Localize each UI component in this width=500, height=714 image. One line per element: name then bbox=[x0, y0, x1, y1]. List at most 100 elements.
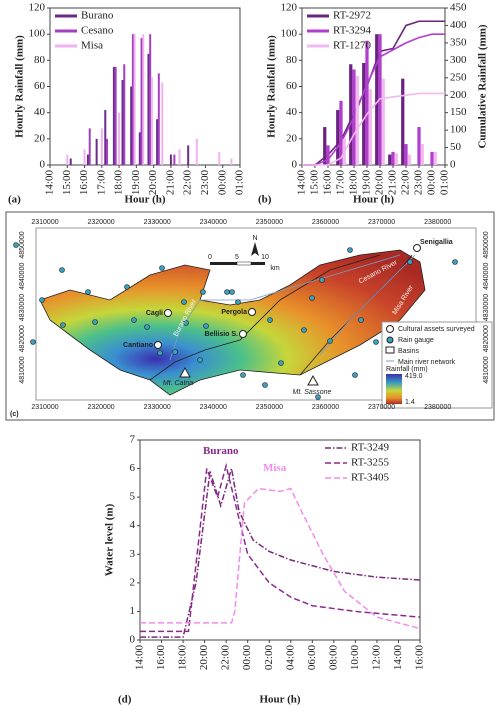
rain-gauge bbox=[407, 259, 413, 265]
map-panel: (c) 2310000 2310000 2320000 2320000 2330000 23… bbox=[5, 211, 495, 421]
y-tick-label: 1 bbox=[130, 605, 136, 617]
y-tick-label: 20 bbox=[286, 132, 298, 144]
x-tick-label: 14:00 bbox=[296, 170, 308, 196]
bar bbox=[195, 138, 198, 165]
bar bbox=[133, 34, 136, 165]
bar bbox=[339, 100, 343, 165]
place-label: Pergola bbox=[221, 309, 247, 316]
rain-gauge bbox=[278, 360, 284, 366]
peak-label: Mt. Sassone bbox=[293, 389, 332, 396]
legend-label: RT-3255 bbox=[351, 457, 390, 469]
legend-symbol bbox=[386, 336, 394, 344]
map-coord: 4840000 bbox=[19, 263, 26, 290]
x-tick-label: 20:00 bbox=[374, 170, 386, 196]
map-coord: 2310000 bbox=[31, 404, 58, 411]
map-coord: 2350000 bbox=[256, 219, 283, 226]
bar bbox=[140, 38, 143, 165]
rain-gauge bbox=[181, 299, 187, 305]
bar bbox=[430, 151, 434, 165]
rain-gauge bbox=[319, 277, 325, 283]
bar bbox=[112, 66, 115, 165]
plot-frame bbox=[49, 7, 241, 166]
bar bbox=[355, 76, 359, 165]
legend-symbol bbox=[385, 346, 395, 354]
y-tick-label: 5 bbox=[130, 491, 136, 503]
rain-gauge bbox=[352, 372, 358, 378]
y-tick-label: 40 bbox=[34, 106, 46, 118]
bar bbox=[95, 138, 98, 165]
y-tick-label: 4 bbox=[130, 519, 136, 531]
rain-gauge bbox=[262, 382, 268, 388]
bar bbox=[123, 64, 126, 165]
map-area bbox=[35, 227, 477, 401]
x-tick-label: 18:00 bbox=[113, 170, 125, 196]
x-tick-label: 19:00 bbox=[361, 170, 373, 196]
bar bbox=[420, 144, 424, 165]
bar bbox=[149, 34, 152, 165]
y-tick-label: 60 bbox=[34, 80, 46, 92]
cultural-asset bbox=[154, 341, 162, 349]
x-tick-label: 17:00 bbox=[335, 170, 347, 196]
cumulative-line bbox=[302, 92, 445, 166]
bar bbox=[323, 127, 327, 165]
bar bbox=[218, 151, 221, 165]
x-tick-label: 00:00 bbox=[426, 170, 438, 196]
cultural-asset bbox=[164, 309, 172, 317]
rain-gauge bbox=[200, 289, 206, 295]
bar bbox=[401, 78, 405, 165]
x-tick-label: 20:00 bbox=[147, 170, 159, 196]
y-tick-label: 3 bbox=[130, 548, 136, 560]
river bbox=[169, 254, 401, 361]
legend-symbol bbox=[386, 325, 394, 333]
map-coord: 2380000 bbox=[424, 404, 451, 411]
annotation: Misa bbox=[263, 462, 287, 474]
rain-gauge bbox=[172, 349, 178, 355]
legend-label: RT-3294 bbox=[333, 25, 372, 37]
bar bbox=[138, 132, 141, 165]
rain-gauge bbox=[197, 357, 203, 363]
rain-gauge bbox=[301, 327, 307, 333]
map-coord: 4810000 bbox=[19, 356, 26, 383]
x-tick-label: 22:00 bbox=[182, 170, 194, 196]
legend-label: RT-2972 bbox=[333, 10, 371, 22]
x-tick-label: 17:00 bbox=[95, 170, 107, 196]
line bbox=[140, 462, 421, 633]
x-tick-label: 21:00 bbox=[164, 170, 176, 196]
y-axis-title: Hourly Rainfall (mm) bbox=[14, 35, 26, 138]
river bbox=[319, 254, 416, 356]
x-tick-label: 18:00 bbox=[348, 170, 360, 196]
legend-label: RT-1270 bbox=[333, 40, 372, 52]
x-tick-label: 19:00 bbox=[130, 170, 142, 196]
y-tick-label: 80 bbox=[286, 54, 298, 66]
x-tick-label: 16:00 bbox=[155, 645, 167, 671]
map-coord: 2370000 bbox=[368, 219, 395, 226]
bar bbox=[375, 34, 379, 165]
map-coord: 4820000 bbox=[483, 325, 490, 352]
scale-label: 0 bbox=[208, 254, 212, 261]
bar bbox=[131, 34, 134, 165]
map-coord: 2360000 bbox=[312, 404, 339, 411]
panel-label: (d) bbox=[118, 694, 132, 706]
bar bbox=[381, 78, 385, 165]
scale-label: 10 bbox=[261, 254, 269, 261]
legend-label: Misa bbox=[81, 40, 103, 52]
y-tick-label: 120 bbox=[29, 2, 46, 14]
x-tick-label: 16:00 bbox=[414, 645, 426, 671]
annotation: Burano bbox=[203, 445, 239, 457]
y-tick-label: 6 bbox=[130, 462, 136, 474]
rain-gauge bbox=[373, 339, 379, 345]
bar bbox=[106, 138, 108, 165]
y2-tick-label: 450 bbox=[450, 2, 467, 14]
north-arrow bbox=[251, 242, 259, 256]
bar bbox=[150, 77, 153, 165]
x-tick-label: 14:00 bbox=[392, 645, 404, 671]
cultural-asset bbox=[248, 308, 256, 316]
y2-axis-title: Cumulative Rainfall (mm) bbox=[477, 24, 489, 148]
scale-label: 5 bbox=[235, 254, 239, 261]
y-tick-label: 0 bbox=[40, 159, 46, 171]
rainfall-ramp bbox=[386, 374, 402, 404]
map-coord: 2330000 bbox=[144, 404, 171, 411]
x-tick-label: 12:00 bbox=[370, 645, 382, 671]
legend-label: RT-3249 bbox=[351, 442, 390, 454]
bar bbox=[142, 34, 145, 165]
